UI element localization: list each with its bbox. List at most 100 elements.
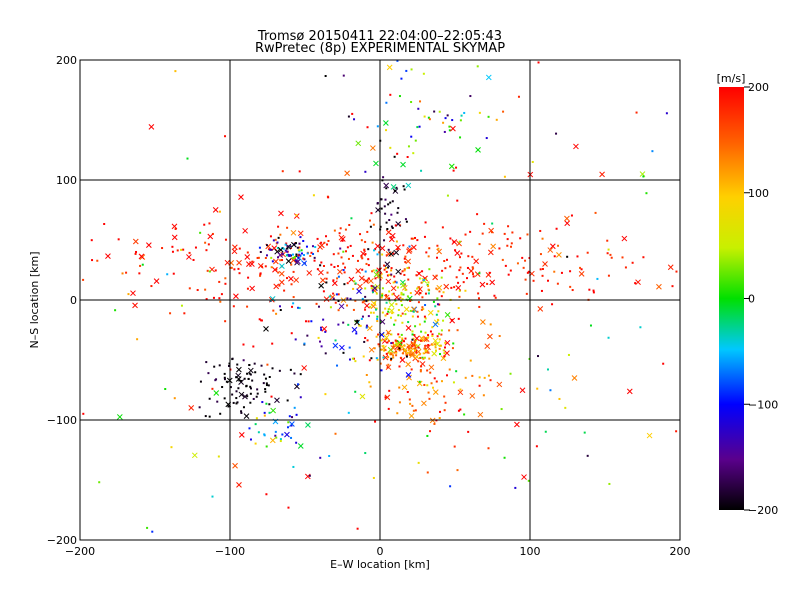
scatter-point: [478, 111, 481, 114]
scatter-point: [367, 277, 370, 280]
scatter-point-cross: [301, 365, 308, 371]
scatter-point: [176, 249, 179, 252]
scatter-point: [592, 291, 595, 294]
scatter-point: [596, 277, 599, 280]
scatter-point: [359, 233, 362, 236]
scatter-point-cross: [388, 236, 395, 243]
scatter-point: [431, 335, 434, 338]
scatter-point: [436, 297, 439, 300]
scatter-point: [411, 330, 414, 333]
scatter-point-cross: [484, 343, 491, 350]
scatter-point: [449, 265, 452, 268]
scatter-point: [516, 262, 519, 265]
scatter-point: [227, 364, 230, 367]
scatter-point-cross: [305, 422, 311, 428]
scatter-point: [287, 421, 290, 424]
scatter-point: [427, 391, 430, 394]
scatter-point: [592, 289, 595, 292]
scatter-point: [417, 301, 420, 304]
scatter-point: [435, 274, 438, 277]
scatter-point-cross: [116, 414, 123, 420]
scatter-point-cross: [360, 250, 366, 257]
scatter-point: [576, 255, 579, 258]
scatter-point: [351, 254, 354, 257]
scatter-point: [387, 308, 390, 311]
scatter-point: [174, 70, 177, 73]
scatter-point: [411, 404, 414, 407]
scatter-point-cross: [388, 302, 395, 308]
scatter-point-cross: [556, 251, 562, 258]
scatter-point: [375, 292, 378, 295]
scatter-point: [396, 59, 399, 62]
scatter-point: [320, 261, 323, 264]
scatter-point: [232, 305, 235, 308]
scatter-point: [265, 382, 268, 385]
scatter-point: [362, 355, 365, 358]
scatter-point: [376, 315, 379, 318]
scatter-point-cross: [236, 366, 242, 373]
scatter-point: [347, 411, 350, 414]
scatter-point: [414, 236, 417, 239]
scatter-point: [459, 119, 462, 122]
scatter-point: [293, 256, 296, 259]
scatter-point: [347, 323, 350, 326]
scatter-point: [440, 380, 443, 383]
scatter-point-cross: [382, 354, 389, 361]
scatter-point: [390, 357, 393, 360]
scatter-point: [535, 445, 538, 448]
scatter-point: [527, 479, 530, 482]
scatter-point: [469, 95, 472, 98]
scatter-point-cross: [573, 143, 579, 150]
scatter-point: [472, 267, 475, 270]
scatter-point-cross: [290, 257, 297, 264]
scatter-point: [398, 365, 401, 368]
scatter-point: [424, 304, 427, 307]
scatter-point-cross: [146, 242, 152, 248]
scatter-point: [438, 347, 441, 350]
scatter-point: [405, 354, 408, 357]
scatter-point: [405, 352, 408, 355]
scatter-point: [278, 369, 281, 372]
scatter-point: [398, 347, 401, 350]
scatter-point: [353, 118, 356, 121]
scatter-point: [198, 406, 201, 409]
scatter-point-cross: [272, 266, 278, 273]
scatter-point: [204, 288, 207, 291]
scatter-point: [218, 210, 221, 213]
scatter-point-cross: [301, 260, 308, 267]
scatter-point: [212, 296, 215, 299]
scatter-point: [336, 277, 339, 280]
scatter-point: [308, 474, 311, 477]
scatter-point-cross: [421, 400, 427, 407]
scatter-point: [555, 227, 558, 230]
scatter-point: [415, 349, 418, 352]
scatter-point: [381, 294, 384, 297]
scatter-point-cross: [354, 319, 360, 326]
scatter-point-cross: [233, 293, 239, 300]
scatter-point: [427, 334, 430, 337]
scatter-point: [416, 310, 419, 313]
scatter-point: [365, 373, 368, 376]
scatter-point: [358, 324, 361, 327]
scatter-point: [224, 277, 227, 280]
scatter-point: [458, 240, 461, 243]
scatter-point: [389, 316, 392, 319]
scatter-point: [289, 368, 292, 371]
scatter-point: [269, 235, 272, 238]
scatter-point: [354, 299, 357, 302]
scatter-point: [400, 342, 403, 345]
scatter-point: [458, 289, 461, 292]
scatter-point: [371, 270, 374, 273]
scatter-point: [507, 273, 510, 276]
scatter-point: [384, 348, 387, 351]
scatter-point-cross: [213, 390, 220, 396]
scatter-point: [459, 388, 462, 391]
scatter-point: [544, 430, 547, 433]
scatter-point: [478, 305, 481, 308]
scatter-point: [206, 269, 209, 272]
scatter-point: [442, 319, 445, 322]
scatter-point: [224, 282, 227, 285]
scatter-point: [422, 279, 425, 282]
scatter-point: [507, 225, 510, 228]
scatter-point-cross: [372, 285, 378, 292]
